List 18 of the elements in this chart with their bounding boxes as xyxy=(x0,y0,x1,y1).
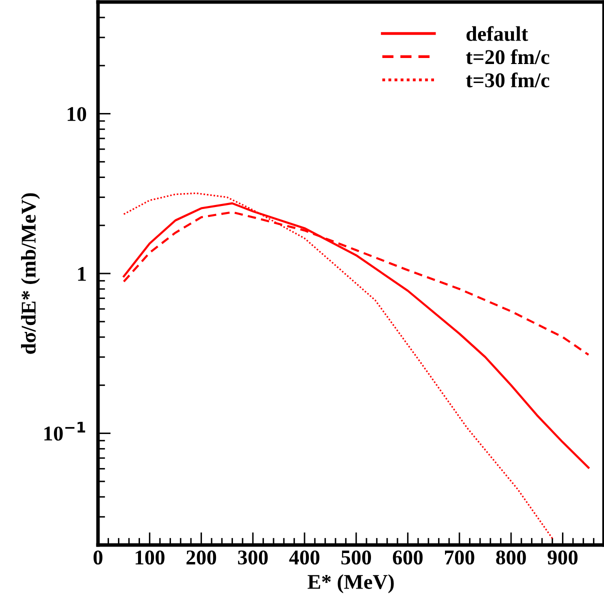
y-tick-label: 1 xyxy=(78,266,86,281)
y-axis-title: dσ/dE* (mb/MeV) xyxy=(21,193,40,354)
x-tick-label: 200 xyxy=(186,550,216,565)
x-tick-label: 500 xyxy=(341,550,371,565)
y-tick-label: 10$^{−1}$ xyxy=(44,422,86,441)
x-tick-label: 700 xyxy=(444,550,474,565)
x-tick-label: 600 xyxy=(392,550,423,565)
legend-label: t=30 fm/c xyxy=(466,72,550,88)
x-tick-label: 900 xyxy=(548,550,578,565)
legend-label: t=20 fm/c xyxy=(466,49,550,64)
x-axis-title: E* (MeV) xyxy=(308,574,394,594)
legend-label: default xyxy=(466,26,528,42)
y-tick-label: 10 xyxy=(68,107,86,122)
x-tick-label: 100 xyxy=(136,550,164,565)
x-tick-label: 400 xyxy=(289,550,320,565)
x-tick-label: 800 xyxy=(496,550,526,565)
x-tick-label: 0 xyxy=(94,550,102,565)
x-tick-label: 300 xyxy=(238,550,268,565)
